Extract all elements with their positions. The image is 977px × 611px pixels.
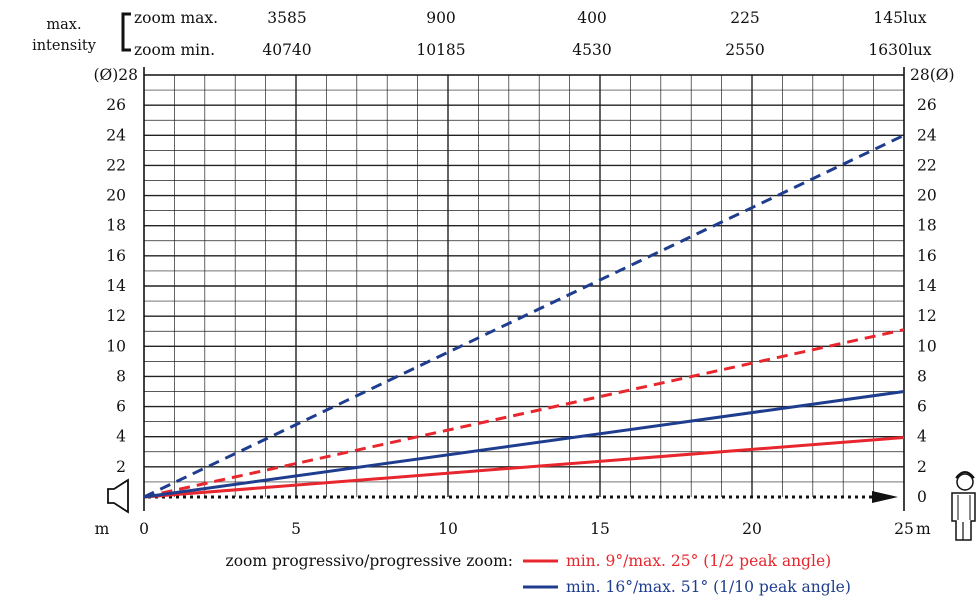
max-intensity-label-line1: max. — [46, 17, 81, 33]
y-tick-label-left: 18 — [106, 217, 126, 235]
zoom-min-value: 10185 — [416, 41, 465, 59]
axes: 0022446688101012121414161618182020222224… — [93, 66, 954, 538]
y-tick-label-right: 22 — [917, 156, 937, 174]
series-line-zoom-max-1 — [143, 328, 905, 499]
y-tick-label-right: 0 — [917, 488, 927, 506]
zoom-min-value: 4530 — [572, 41, 611, 59]
series-line-zoom-max-3 — [143, 133, 905, 499]
x-unit-label-left: m — [95, 520, 110, 538]
person-hair — [955, 471, 975, 479]
y-tick-label-left: 20 — [106, 187, 126, 205]
zoom-max-label: zoom max. — [134, 9, 218, 27]
y-tick-label-left: 16 — [106, 247, 126, 265]
y-tick-label-right: 10 — [917, 337, 937, 355]
y-tick-label-left: 10 — [106, 337, 126, 355]
y-tick-label-right: 24 — [917, 126, 937, 144]
x-tick-label: 25 — [894, 520, 914, 538]
legend-label-0: min. 9°/max. 25° (1/2 peak angle) — [566, 552, 831, 570]
zoom-max-value: 3585 — [267, 9, 306, 27]
y-tick-label-left: 4 — [116, 428, 126, 446]
x-tick-label: 20 — [742, 520, 762, 538]
y-tick-label-left: 12 — [106, 307, 126, 325]
y-tick-label-right: 18 — [917, 217, 937, 235]
icons — [107, 471, 976, 541]
luminaire-icon — [107, 478, 129, 514]
zoom-min-value: 1630lux — [868, 41, 931, 59]
y-tick-label-left: 2 — [116, 458, 126, 476]
x-tick-label: 15 — [590, 520, 610, 538]
legend-label-1: min. 16°/max. 51° (1/10 peak angle) — [566, 578, 851, 596]
zoom-max-value: 900 — [426, 9, 456, 27]
series-line-zoom-min-2 — [143, 390, 905, 499]
y-tick-label-left: 24 — [106, 126, 126, 144]
legend-title: zoom progressivo/progressive zoom: — [226, 552, 513, 570]
distance-arrow-head — [872, 491, 898, 503]
x-tick-label: 5 — [291, 520, 301, 538]
series-lines — [143, 133, 905, 499]
person-icon — [951, 471, 976, 541]
zoom-min-value: 40740 — [262, 41, 311, 59]
zoom-max-value: 225 — [730, 9, 760, 27]
zoom-min-value: 2550 — [725, 41, 764, 59]
zoom-max-value: 400 — [577, 9, 607, 27]
y-tick-label-right: 28(Ø) — [910, 66, 955, 84]
y-tick-label-right: 12 — [917, 307, 937, 325]
y-tick-label-left: 8 — [116, 367, 126, 385]
y-tick-label-right: 20 — [917, 187, 937, 205]
y-tick-label-right: 6 — [917, 398, 927, 416]
y-tick-label-right: 2 — [917, 458, 927, 476]
x-tick-label: 0 — [139, 520, 149, 538]
grid — [144, 75, 904, 497]
y-tick-label-right: 16 — [917, 247, 937, 265]
y-tick-label-left: 14 — [106, 277, 126, 295]
y-tick-label-left: 6 — [116, 398, 126, 416]
y-tick-label-right: 26 — [917, 96, 937, 114]
zoom-max-value: 145lux — [873, 9, 927, 27]
y-tick-label-left: 26 — [106, 96, 126, 114]
zoom-min-label: zoom min. — [134, 41, 215, 59]
x-unit-label-right: m — [916, 520, 931, 538]
person-head — [956, 473, 974, 491]
y-tick-label-right: 14 — [917, 277, 937, 295]
y-tick-label-right: 4 — [917, 428, 927, 446]
y-tick-label-left: (Ø)28 — [93, 66, 138, 84]
series-line-zoom-min-0 — [143, 436, 905, 499]
y-tick-label-left: 22 — [106, 156, 126, 174]
legend: zoom progressivo/progressive zoom: min. 9… — [226, 552, 851, 596]
intensity-header: max. intensity zoom max. zoom min. 3585 900 40… — [32, 9, 932, 59]
y-tick-label-right: 8 — [917, 367, 927, 385]
max-intensity-label-line2: intensity — [32, 38, 97, 54]
bracket — [121, 12, 131, 52]
x-tick-label: 10 — [438, 520, 458, 538]
